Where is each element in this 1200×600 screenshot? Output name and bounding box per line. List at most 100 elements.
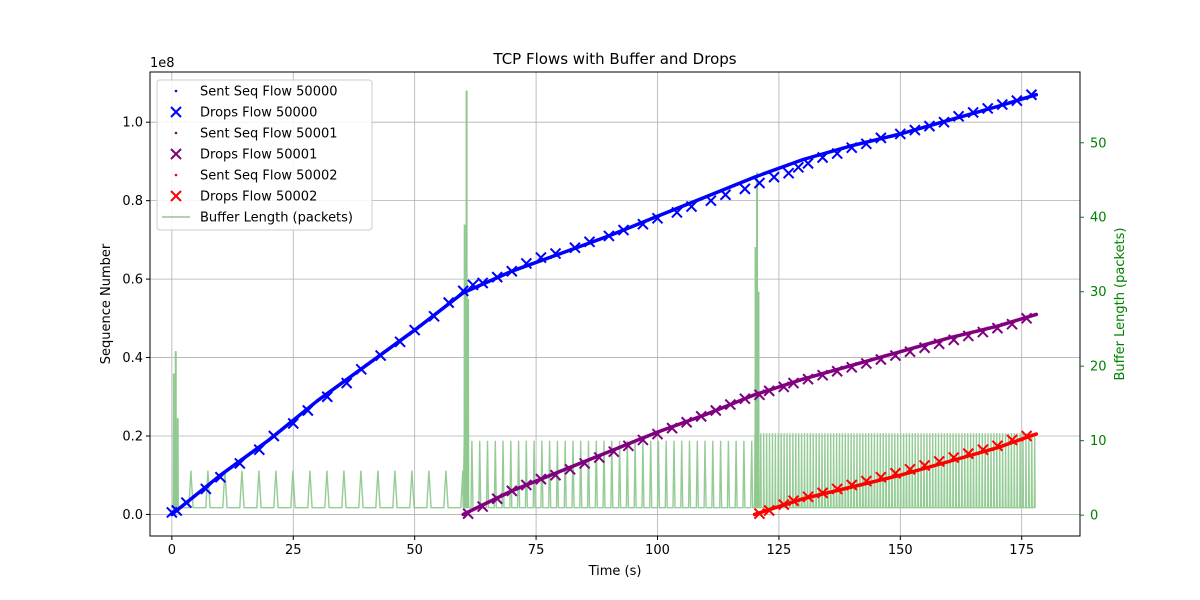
legend-label: Sent Seq Flow 50002: [200, 169, 338, 184]
drop-marker: [991, 440, 1004, 452]
legend-marker-dot: [174, 131, 178, 135]
drop-marker: [651, 428, 664, 440]
drop-marker: [739, 183, 751, 195]
drop-marker: [763, 385, 775, 397]
x-tick-label: 125: [766, 543, 791, 558]
drop-marker: [904, 345, 916, 358]
drop-marker: [918, 459, 931, 472]
drop-marker: [778, 381, 790, 393]
drop-marker: [831, 147, 843, 160]
y2-tick-label: 50: [1090, 136, 1107, 151]
drop-marker: [705, 194, 717, 207]
drop-marker: [787, 494, 800, 507]
drop-marker: [1006, 318, 1018, 330]
drop-marker: [467, 279, 479, 291]
drop-marker: [948, 451, 960, 464]
drop-marker: [846, 479, 858, 491]
drop-marker: [1011, 94, 1023, 107]
drop-marker: [923, 120, 936, 132]
buffer-layer: [171, 90, 1036, 509]
drop-marker: [569, 242, 581, 254]
sent-seq-point: [753, 393, 757, 397]
drop-marker: [846, 361, 858, 374]
legend-box: [156, 79, 373, 231]
drop-marker: [933, 338, 945, 350]
drop-marker: [982, 102, 994, 115]
x-axis-label: Time (s): [588, 564, 642, 579]
x-tick-label: 0: [168, 543, 176, 558]
y-tick-label: 1.0: [122, 116, 143, 131]
legend-marker-x: [170, 148, 182, 160]
drop-marker: [520, 479, 533, 491]
drop-marker: [355, 363, 367, 376]
drop-marker: [253, 444, 265, 456]
drop-marker: [180, 496, 193, 509]
drop-marker: [428, 310, 440, 323]
drop-marker: [816, 487, 829, 499]
drop-marker: [549, 247, 562, 260]
y2-tick-label: 40: [1090, 211, 1107, 226]
drop-marker: [680, 416, 693, 428]
drop-marker: [564, 463, 576, 476]
drop-marker: [831, 483, 843, 495]
legend-label: Sent Seq Flow 50000: [200, 85, 338, 100]
drop-marker: [792, 161, 805, 174]
drop-marker: [996, 98, 1009, 111]
drop-marker: [860, 475, 873, 487]
drop-marker: [457, 285, 469, 297]
drop-marker: [491, 493, 503, 505]
y2-tick-label: 10: [1090, 434, 1107, 449]
x-tick-label: 175: [1009, 543, 1034, 558]
buffer-length-line: [171, 90, 1036, 509]
sent-seq-point: [558, 251, 562, 256]
sent-seq-point: [1034, 312, 1038, 316]
drop-marker: [933, 455, 945, 468]
drop-marker: [952, 110, 965, 123]
y2-axis-label: Buffer Length (packets): [1113, 227, 1128, 380]
drop-marker: [685, 200, 698, 213]
drop-marker: [889, 349, 902, 362]
legend-label: Buffer Length (packets): [200, 211, 353, 226]
x-tick-label: 50: [406, 543, 423, 558]
drop-marker: [578, 457, 591, 470]
drop-marker: [875, 471, 887, 483]
legend-label: Sent Seq Flow 50001: [200, 127, 338, 142]
drop-marker: [782, 167, 795, 179]
drop-marker: [802, 491, 814, 503]
drop-marker: [753, 389, 766, 401]
drop-marker: [695, 410, 707, 423]
drop-marker: [287, 417, 299, 430]
x-tick-label: 25: [285, 543, 302, 558]
drop-marker: [549, 469, 562, 481]
y-axis-label: Sequence Number: [99, 243, 114, 364]
sent-seq-point: [607, 450, 611, 454]
x-tick-label: 75: [528, 543, 545, 558]
drop-marker: [816, 369, 829, 381]
drop-marker: [753, 507, 766, 520]
drop-marker: [1025, 89, 1038, 101]
drop-marker: [394, 336, 406, 348]
drop-marker: [637, 434, 649, 446]
drop-marker: [462, 507, 474, 520]
drop-marker: [234, 457, 246, 470]
drop-marker: [739, 393, 751, 405]
legend-marker-x: [170, 106, 182, 118]
drop-marker: [1020, 430, 1033, 442]
drop-marker: [787, 377, 800, 389]
drop-marker: [476, 277, 489, 289]
drop-marker: [1020, 312, 1033, 325]
x-tick-label: 150: [888, 543, 913, 558]
sent-seq-point: [801, 377, 805, 381]
legend-label: Drops Flow 50000: [200, 106, 317, 121]
drop-marker: [408, 324, 421, 336]
legend: Sent Seq Flow 50000 Drops Flow 50000 Sent …: [156, 79, 373, 231]
drop-marker: [846, 141, 858, 154]
drop-marker: [977, 444, 989, 456]
drop-marker: [918, 342, 931, 354]
sent-seq-point: [753, 512, 757, 517]
drop-marker: [321, 391, 333, 403]
drop-marker: [506, 265, 518, 277]
sent-seq-point: [315, 399, 320, 403]
drop-marker: [977, 326, 989, 338]
